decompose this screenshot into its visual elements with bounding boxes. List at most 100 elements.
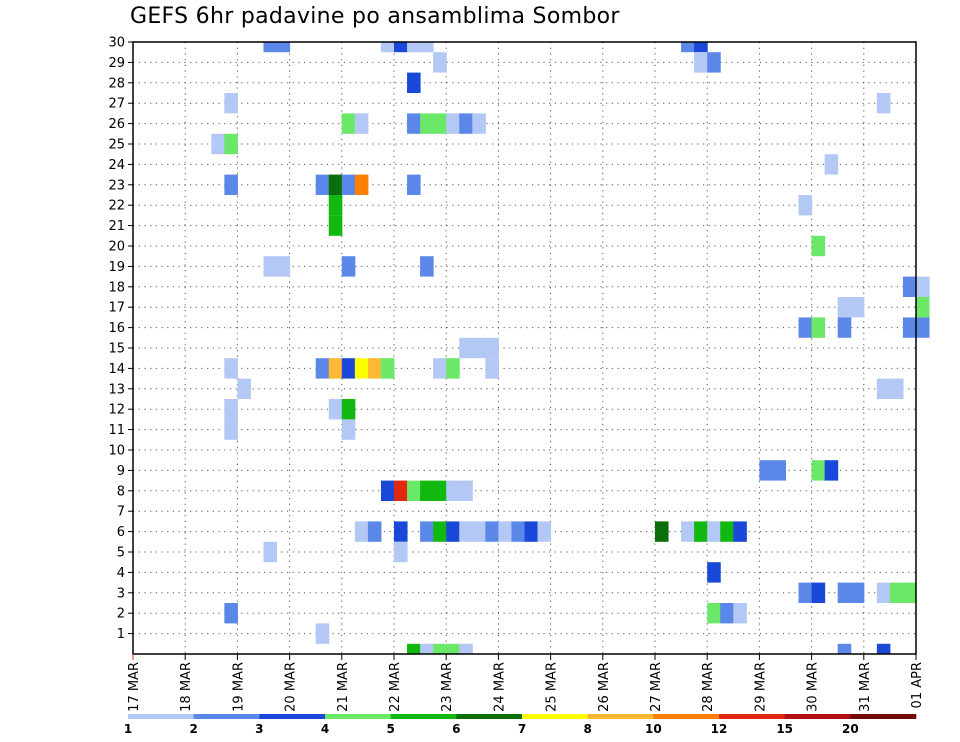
- precip-cell: [224, 93, 238, 114]
- precip-cell: [341, 113, 356, 134]
- precip-cell: [902, 317, 917, 338]
- colorbar-label: 8: [583, 722, 591, 736]
- precip-cell: [315, 358, 330, 379]
- colorbar-segment: [456, 714, 523, 719]
- y-tick-label: 11: [108, 423, 125, 438]
- y-tick-label: 27: [108, 97, 125, 112]
- precip-cell: [707, 603, 721, 624]
- y-tick-label: 19: [108, 260, 125, 275]
- precip-cell: [394, 42, 408, 53]
- precip-cell: [707, 52, 721, 73]
- colorbar: 1 2 3 4 5 6 7 8 10 12 15 20: [124, 714, 917, 736]
- colorbar-segment: [390, 714, 457, 719]
- x-tick-label: 19 MAR: [231, 662, 246, 712]
- precip-cell: [694, 52, 708, 73]
- precip-cell: [341, 419, 356, 440]
- colorbar-segment: [128, 714, 194, 719]
- y-tick-label: 20: [108, 240, 125, 255]
- precip-cell: [811, 460, 826, 481]
- colorbar-label: 12: [711, 722, 728, 736]
- plot-frame: [132, 41, 917, 655]
- precip-cell: [315, 174, 330, 195]
- precip-cell: [341, 358, 356, 379]
- precip-cell: [367, 521, 382, 542]
- precip-cell: [850, 297, 865, 318]
- y-tick-label: 13: [108, 382, 125, 397]
- precip-cell: [837, 643, 852, 654]
- x-axis: 17 MAR 18 MAR 19 MAR 20 MAR 21 MAR 22 MAR 23 M…: [127, 654, 925, 712]
- precip-cell: [472, 337, 486, 359]
- precip-cell: [798, 195, 813, 216]
- precip-cell: [433, 521, 447, 542]
- y-tick-label: 15: [108, 342, 125, 357]
- precip-cell: [472, 113, 486, 134]
- precip-cell: [876, 378, 891, 399]
- precip-cell: [472, 521, 486, 542]
- precip-cell: [420, 480, 434, 501]
- y-tick-label: 4: [117, 566, 125, 581]
- colorbar-segment: [653, 714, 720, 719]
- precip-cell: [407, 643, 421, 654]
- colorbar-segment: [719, 714, 785, 719]
- precip-cell: [433, 113, 447, 134]
- precip-cell: [407, 113, 421, 134]
- precip-cell: [537, 521, 552, 542]
- precip-cell: [341, 399, 356, 420]
- precip-cell: [694, 521, 708, 542]
- precip-cell: [263, 42, 278, 53]
- precip-cell: [420, 42, 434, 53]
- y-tick-label: 18: [108, 280, 125, 295]
- x-tick-label: 28 MAR: [701, 662, 716, 712]
- y-tick-label: 16: [108, 321, 125, 336]
- colorbar-segment: [193, 714, 260, 719]
- y-tick-label: 14: [108, 362, 125, 377]
- precip-cell: [655, 521, 669, 542]
- precip-cell: [485, 358, 499, 379]
- precip-cell: [459, 643, 473, 654]
- precip-cell: [837, 297, 852, 318]
- precip-cell: [459, 521, 473, 542]
- precipitation-cells: [211, 42, 930, 654]
- precip-cell: [276, 256, 291, 277]
- precip-cell: [511, 521, 525, 542]
- precip-cell: [380, 358, 395, 379]
- precip-cell: [485, 337, 499, 359]
- precip-cell: [211, 133, 225, 155]
- precip-cell: [811, 582, 826, 603]
- precip-cell: [263, 541, 278, 563]
- precip-cell: [733, 603, 747, 624]
- y-tick-label: 23: [108, 178, 125, 193]
- precip-cell: [263, 256, 278, 277]
- precip-cell: [224, 174, 238, 195]
- precip-cell: [420, 113, 434, 134]
- precip-cell: [354, 113, 369, 134]
- colorbar-label: 1: [124, 722, 132, 736]
- precip-cell: [433, 643, 447, 654]
- colorbar-segment: [784, 714, 851, 719]
- x-tick-label: 20 MAR: [284, 662, 299, 712]
- colorbar-segment: [522, 714, 588, 719]
- x-tick-label: 30 MAR: [806, 662, 821, 712]
- precip-cell: [916, 317, 930, 338]
- x-tick-label: 25 MAR: [545, 662, 560, 712]
- precip-cell: [916, 276, 930, 297]
- x-tick-label: 24 MAR: [492, 662, 507, 712]
- precip-cell: [889, 582, 904, 603]
- colorbar-label: 5: [386, 722, 394, 736]
- y-tick-label: 25: [108, 138, 125, 153]
- y-tick-label: 7: [117, 505, 125, 520]
- precip-cell: [328, 174, 343, 195]
- y-tick-label: 30: [108, 36, 125, 51]
- precip-cell: [380, 42, 395, 53]
- colorbar-segment: [850, 714, 917, 719]
- colorbar-label: 20: [842, 722, 859, 736]
- y-axis: 1234567891011121314151617181920212223242…: [108, 36, 133, 642]
- precip-cell: [837, 582, 852, 603]
- precip-cell: [367, 358, 382, 379]
- y-tick-label: 24: [108, 158, 125, 173]
- precip-cell: [315, 623, 330, 644]
- precip-cell: [433, 52, 447, 73]
- precip-cell: [328, 358, 343, 379]
- x-tick-label: 18 MAR: [179, 662, 194, 712]
